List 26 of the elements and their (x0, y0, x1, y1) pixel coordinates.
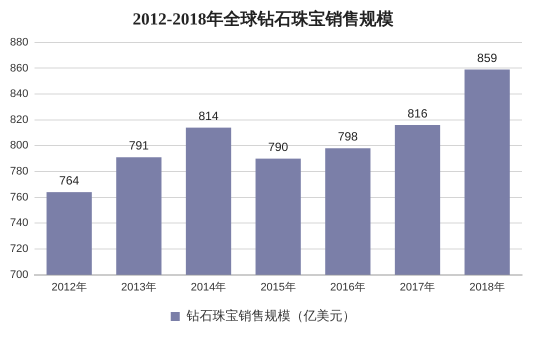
data-label: 790 (268, 140, 289, 154)
x-tick-label: 2013年 (121, 281, 157, 294)
x-tick-label: 2017年 (400, 281, 436, 294)
x-tick-label: 2014年 (190, 281, 226, 294)
y-tick-label: 720 (10, 243, 28, 256)
y-tick-label: 880 (10, 36, 28, 48)
y-tick-label: 820 (10, 114, 28, 126)
data-label: 859 (477, 50, 498, 65)
y-tick-label: 760 (10, 191, 28, 204)
y-tick-label: 700 (10, 268, 28, 281)
y-tick-label: 840 (10, 88, 28, 100)
y-tick-label: 800 (10, 140, 28, 152)
data-label: 814 (198, 108, 219, 123)
x-tick-label: 2016年 (330, 281, 366, 294)
data-label: 764 (59, 173, 80, 188)
x-tick-label: 2012年 (51, 281, 87, 294)
data-label: 798 (338, 130, 358, 144)
y-tick-label: 740 (10, 217, 28, 230)
chart-title: 2012-2018年全球钻石珠宝销售规模 (132, 10, 394, 29)
data-label: 791 (128, 138, 150, 153)
y-tick-label: 860 (10, 62, 28, 74)
x-tick-label: 2018年 (469, 281, 505, 294)
x-tick-label: 2015年 (260, 281, 296, 294)
legend-label: 钻石珠宝销售规模（亿美元） (185, 308, 356, 324)
data-label: 816 (407, 106, 428, 120)
y-tick-label: 780 (10, 166, 28, 178)
